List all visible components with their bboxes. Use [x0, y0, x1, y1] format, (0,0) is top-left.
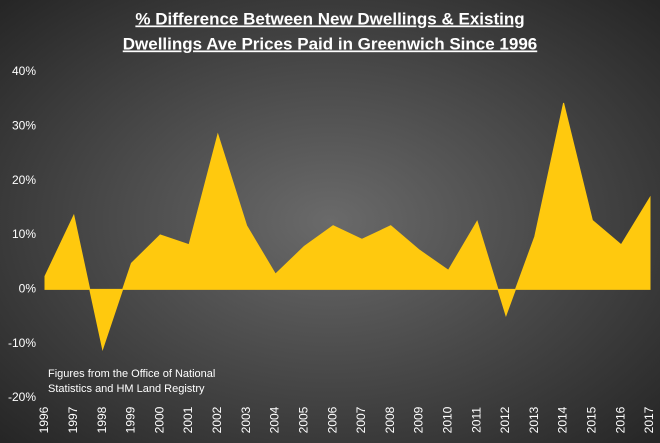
annotation: Statistics and HM Land Registry [48, 383, 205, 395]
x-tick-label: 2011 [469, 407, 483, 433]
x-tick-label: 2010 [441, 406, 455, 433]
area [44, 102, 651, 351]
x-tick-label: 2012 [498, 406, 512, 433]
x-tick-label: 2014 [556, 406, 570, 433]
x-tick-label: 1998 [95, 406, 109, 433]
y-tick-label: 30% [12, 119, 36, 133]
x-tick-label: 2006 [325, 406, 339, 433]
x-tick-label: 2000 [152, 406, 166, 433]
x-tick-label: 2017 [642, 406, 656, 433]
x-tick-label: 1997 [66, 406, 80, 433]
x-tick-label: 1996 [37, 406, 51, 433]
x-tick-label: 2008 [383, 406, 397, 433]
x-tick-label: 2016 [613, 406, 627, 433]
y-tick-label: 40% [12, 64, 36, 78]
x-tick-label: 2003 [239, 406, 253, 433]
chart-title: Dwellings Ave Prices Paid in Greenwich S… [123, 34, 537, 53]
x-tick-label: 2005 [296, 406, 310, 433]
x-tick-label: 1999 [124, 406, 138, 433]
x-tick-label: 2007 [354, 406, 368, 433]
y-tick-label: -10% [8, 336, 36, 350]
chart-title: % Difference Between New Dwellings & Exi… [135, 9, 524, 28]
x-tick-label: 2002 [210, 406, 224, 433]
annotation: Figures from the Office of National [48, 368, 215, 380]
y-tick-label: 10% [12, 227, 36, 241]
y-tick-label: 0% [19, 282, 37, 296]
x-tick-label: 2001 [181, 406, 195, 433]
x-tick-label: 2004 [268, 406, 282, 433]
y-tick-label: 20% [12, 173, 36, 187]
x-tick-label: 2015 [585, 406, 599, 433]
x-tick-label: 2009 [412, 406, 426, 433]
x-tick-label: 2013 [527, 406, 541, 433]
y-tick-label: -20% [8, 390, 36, 404]
